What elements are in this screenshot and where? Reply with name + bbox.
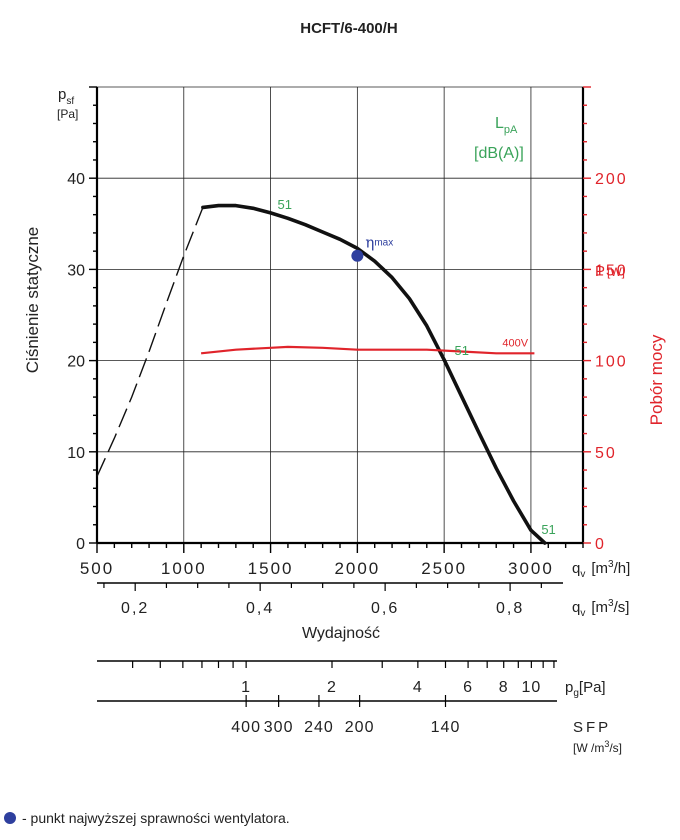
y-axis-left-label: Ciśnienie statyczne <box>23 227 42 373</box>
left-axis-symbol: psf <box>58 86 74 107</box>
pg-tick-label: 6 <box>463 679 473 696</box>
x-m3s-tick-label: 0,2 <box>121 600 149 617</box>
right-axis-symbol: P [W] <box>595 263 625 280</box>
y-left-tick-label: 30 <box>67 262 85 279</box>
left-axis-unit: [Pa] <box>57 107 78 121</box>
sfp-tick-label: 400 <box>231 719 261 736</box>
sfp-tick-label: 240 <box>304 719 334 736</box>
pressure-curve-unstable <box>96 207 204 477</box>
pg-tick-label: 1 <box>241 679 251 696</box>
lpa-value-label: 51 <box>455 343 469 358</box>
pg-tick-label: 4 <box>413 679 423 696</box>
pg-tick-label: 8 <box>499 679 509 696</box>
chart-title: HCFT/6-400/H <box>300 20 398 37</box>
x-m3h-tick-label: 1500 <box>248 559 294 578</box>
sfp-unit: [W /m3/s] <box>573 739 622 755</box>
qv-m3s-label: qv [m3/s] <box>572 598 629 619</box>
pg-sfp-scales: 1 2 4 6 8 10 400 300 240 200 140 <box>97 660 557 736</box>
x-m3h-tick-label: 500 <box>80 559 114 578</box>
power-series-label: 400V <box>502 337 528 349</box>
y-left-tick-label: 0 <box>76 536 85 553</box>
x-m3h-tick-label: 2500 <box>421 559 467 578</box>
y-right-tick-label: 100 <box>595 354 628 371</box>
y-right-tick-label: 50 <box>595 445 617 462</box>
lpa-unit: [dB(A)] <box>474 145 524 162</box>
x-m3h-tick-label: 2000 <box>334 559 380 578</box>
qv-m3h-label: qv [m3/h] <box>572 559 630 580</box>
sfp-tick-label: 300 <box>264 719 294 736</box>
x-m3h-tick-label: 3000 <box>508 559 554 578</box>
power-curve-400v <box>200 345 535 355</box>
legend: - punkt najwyższej sprawności wentylator… <box>4 810 290 826</box>
y-right-tick-label: 150 <box>595 262 628 279</box>
x-axis-label: Wydajność <box>302 625 380 642</box>
y-axis-right-label: Pobór mocy <box>647 334 666 425</box>
x-m3h-tick-label: 1000 <box>161 559 207 578</box>
axes: 0 10 20 30 40 0 50 100 150 200 500 1000 1500 2000 2500… <box>67 86 628 617</box>
x-m3s-tick-label: 0,4 <box>246 600 274 617</box>
pressure-curve <box>201 203 547 545</box>
lpa-value-label: 51 <box>278 197 292 212</box>
pg-tick-label: 2 <box>327 679 337 696</box>
y-left-tick-label: 40 <box>67 171 85 188</box>
y-right-tick-label: 0 <box>595 536 606 553</box>
pg-label: pg[Pa] <box>565 679 606 699</box>
annotations: ηmax 400V 51 51 51 <box>278 197 556 537</box>
grid <box>97 86 583 543</box>
y-left-tick-label: 20 <box>67 354 85 371</box>
x-m3s-tick-label: 0,6 <box>371 600 399 617</box>
legend-text: - punkt najwyższej sprawności wentylator… <box>22 810 290 826</box>
eta-max-label: ηmax <box>365 234 393 252</box>
lpa-value-label: 51 <box>541 522 555 537</box>
curves <box>96 203 547 545</box>
eta-max-point <box>351 249 364 262</box>
x-m3s-tick-label: 0,8 <box>496 600 524 617</box>
eta-point-legend-icon <box>4 812 16 824</box>
pg-tick-label: 10 <box>521 679 541 696</box>
lpa-symbol: LpA <box>495 115 518 136</box>
sfp-label: SFP <box>573 719 611 736</box>
sfp-tick-label: 140 <box>431 719 461 736</box>
sfp-tick-label: 200 <box>345 719 375 736</box>
y-right-tick-label: 200 <box>595 171 628 188</box>
y-left-tick-label: 10 <box>67 445 85 462</box>
